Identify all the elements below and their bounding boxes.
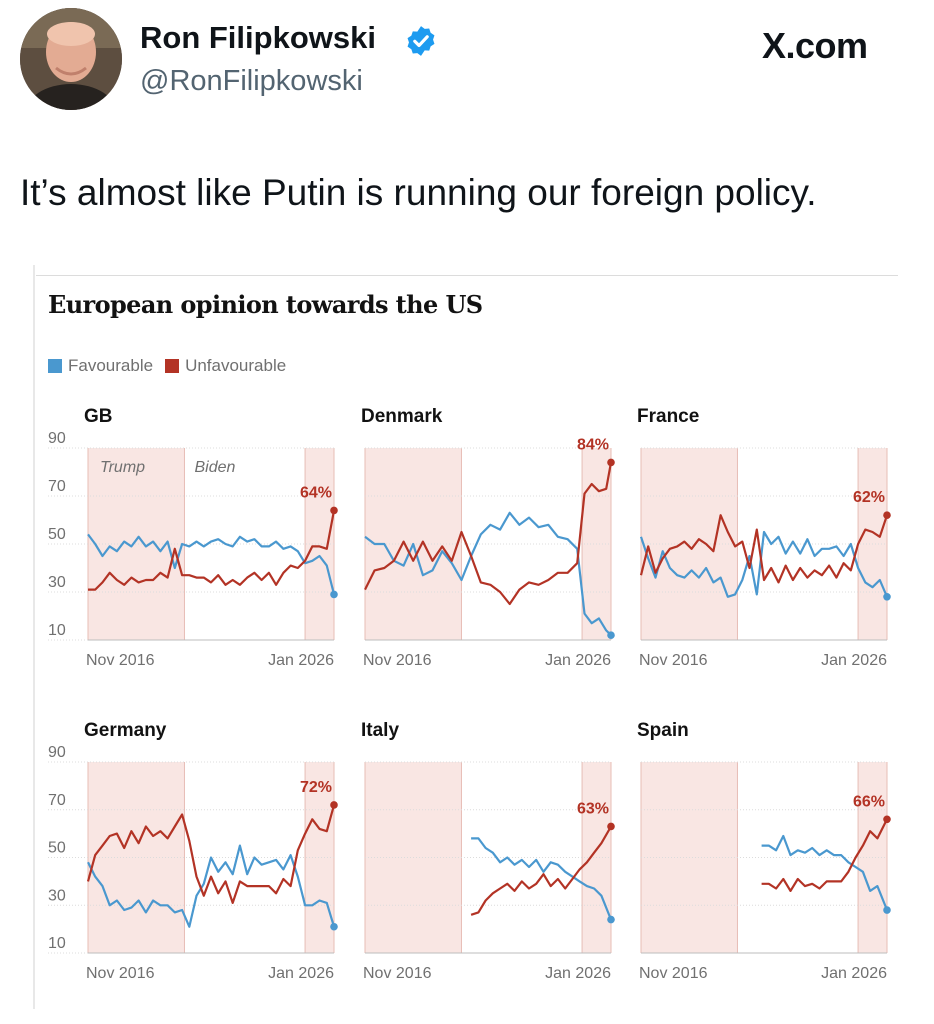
verified-badge-icon xyxy=(407,26,435,56)
france-endpoint-unfavourable xyxy=(883,511,891,519)
italy-panel-title: Italy xyxy=(361,720,399,741)
germany-y-tick-label: 50 xyxy=(48,840,66,857)
chart-title: European opinion towards the US xyxy=(48,290,483,319)
italy-line-favourable xyxy=(471,837,613,921)
gb-y-tick-label: 30 xyxy=(48,574,66,591)
spain-final-value-label: 66% xyxy=(853,793,885,810)
germany-y-tick-label: 90 xyxy=(48,744,66,761)
germany-x-tick-start: Nov 2016 xyxy=(86,965,155,982)
legend-unfavourable-swatch xyxy=(165,359,180,373)
italy-x-tick-start: Nov 2016 xyxy=(363,965,432,982)
denmark-x-tick-end: Jan 2026 xyxy=(545,652,611,669)
denmark-endpoint-unfavourable xyxy=(607,458,615,467)
italy-x-tick-end: Jan 2026 xyxy=(545,965,611,982)
gb-endpoint-unfavourable xyxy=(330,506,338,515)
france-line-unfavourable xyxy=(639,514,889,584)
denmark-endpoint-favourable xyxy=(607,631,615,639)
denmark-line-unfavourable xyxy=(364,462,613,606)
graphic-divider xyxy=(36,275,898,276)
gb-endpoint-favourable xyxy=(330,590,338,599)
italy-final-value-label: 63% xyxy=(577,800,609,817)
chart-legend: Favourable Unfavourable xyxy=(48,356,298,376)
france-line-favourable xyxy=(639,530,889,598)
spain-x-tick-start: Nov 2016 xyxy=(639,965,708,982)
denmark-final-value-label: 84% xyxy=(577,436,609,453)
spain-endpoint-favourable xyxy=(883,906,891,914)
spain-endpoint-unfavourable xyxy=(883,815,891,824)
france-panel-title: France xyxy=(637,406,699,427)
gb-y-tick-label: 10 xyxy=(48,622,66,639)
spain-x-tick-end: Jan 2026 xyxy=(821,965,887,982)
germany-y-tick-label: 30 xyxy=(48,887,66,904)
legend-favourable-label: Favourable xyxy=(68,356,154,375)
legend-favourable-swatch xyxy=(48,359,62,373)
germany-line-unfavourable xyxy=(86,804,336,905)
tweet-text: It’s almost like Putin is running our fo… xyxy=(20,172,817,213)
user-handle[interactable]: @RonFilipkowski xyxy=(140,65,363,97)
legend-favourable: Favourable xyxy=(48,356,153,376)
denmark-panel-title: Denmark xyxy=(361,406,443,427)
gb-y-tick-label: 70 xyxy=(48,478,66,495)
spain-line-favourable xyxy=(761,834,889,911)
gb-annotation-trump: Trump xyxy=(100,459,145,476)
germany-line-favourable xyxy=(87,844,336,928)
x-logo: X.com xyxy=(762,25,868,66)
germany-final-value-label: 72% xyxy=(300,779,332,796)
gb-line-unfavourable xyxy=(88,510,336,591)
denmark-line-favourable xyxy=(364,511,612,636)
germany-y-tick-label: 70 xyxy=(48,792,66,809)
gb-y-tick-label: 90 xyxy=(48,430,66,447)
display-name[interactable]: Ron Filipkowski xyxy=(140,20,376,55)
spain-line-unfavourable xyxy=(761,818,888,893)
germany-x-tick-end: Jan 2026 xyxy=(268,965,334,982)
denmark-x-tick-start: Nov 2016 xyxy=(363,652,432,669)
germany-panel-title: Germany xyxy=(84,720,167,741)
gb-final-value-label: 64% xyxy=(300,484,332,501)
legend-unfavourable: Unfavourable xyxy=(165,356,286,376)
france-endpoint-favourable xyxy=(883,593,891,601)
spain-panel-title: Spain xyxy=(637,720,689,741)
italy-endpoint-favourable xyxy=(607,915,615,924)
gb-panel-title: GB xyxy=(84,406,113,427)
gb-x-tick-start: Nov 2016 xyxy=(86,652,155,669)
italy-line-unfavourable xyxy=(470,825,612,916)
germany-y-tick-label: 10 xyxy=(48,935,66,952)
gb-line-favourable xyxy=(87,533,336,595)
legend-unfavourable-label: Unfavourable xyxy=(185,356,287,375)
france-x-tick-end: Jan 2026 xyxy=(821,652,887,669)
france-x-tick-start: Nov 2016 xyxy=(639,652,708,669)
germany-endpoint-favourable xyxy=(330,922,338,931)
gb-annotation-biden: Biden xyxy=(194,459,235,476)
gb-x-tick-end: Jan 2026 xyxy=(268,652,334,669)
graphic-border xyxy=(33,265,35,1009)
france-final-value-label: 62% xyxy=(853,489,885,506)
germany-endpoint-unfavourable xyxy=(330,801,338,809)
gb-y-tick-label: 50 xyxy=(48,526,66,543)
italy-endpoint-unfavourable xyxy=(607,822,615,831)
avatar[interactable] xyxy=(20,8,122,110)
